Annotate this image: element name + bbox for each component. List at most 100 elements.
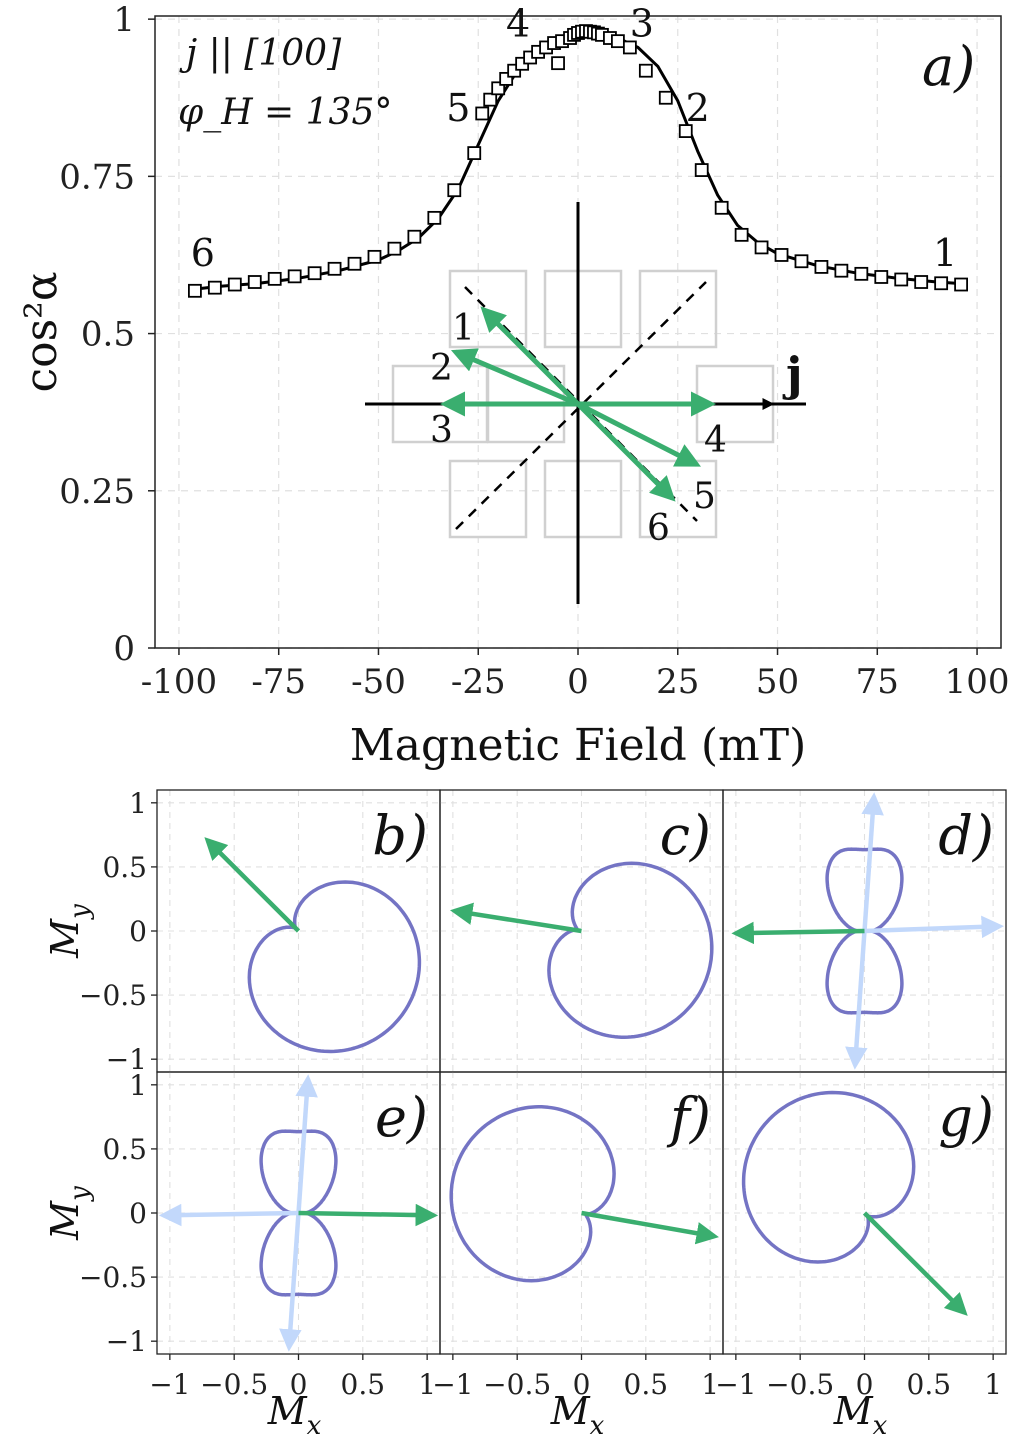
inset-field-arrow-5 xyxy=(576,401,701,467)
panel-b-ytick-label: 0.5 xyxy=(102,851,147,884)
panel-label-d: d) xyxy=(938,804,994,867)
panel-label-a: a) xyxy=(922,35,975,98)
panel-f-xlabel: Mx xyxy=(550,1389,605,1441)
field-arrow-e xyxy=(298,1203,439,1227)
easy-axis-arrow-d-1 xyxy=(861,792,884,932)
panel-label-e: e) xyxy=(375,1086,428,1149)
curve-point-label-2: 2 xyxy=(686,86,710,130)
a-xtick-label: -50 xyxy=(351,662,406,702)
easy-axis-arrow-e-2 xyxy=(279,1212,302,1352)
data-point-marker xyxy=(387,241,402,256)
panel-g-xlabel: Mx xyxy=(833,1389,888,1441)
data-point-marker xyxy=(834,263,849,278)
field-arrow-c xyxy=(450,902,582,934)
inset-arrow-label-1: 1 xyxy=(452,308,475,349)
panel-g: g) −1 −0.5 0 0.5 1 Mx xyxy=(715,1071,1007,1441)
inset-schematic: j 1 2 3 4 5 6 xyxy=(365,202,806,604)
magnetization-locus-b xyxy=(247,880,422,1054)
panel-e-ytick-label: 1 xyxy=(129,1069,147,1102)
panel-b-ytick-label: −0.5 xyxy=(79,979,147,1012)
data-point-marker xyxy=(467,146,482,160)
data-point-marker xyxy=(347,256,362,271)
panel-a: j 1 2 3 4 5 6 -100 -75 -50 -25 0 25 50 75 10000.… xyxy=(16,0,1010,771)
panel-f-xtick-label: 0 xyxy=(573,1368,591,1401)
inset-arrow-label-2: 2 xyxy=(430,348,453,389)
panel-e-xtick-label: −0.5 xyxy=(200,1368,268,1401)
data-point-marker xyxy=(794,254,809,269)
panel-e: e) −1 −0.5 0 0.5 1 −1 −0.5 0 0.5 1 My Mx xyxy=(43,1069,441,1441)
panel-e-xlabel: Mx xyxy=(267,1389,322,1441)
inset-arrows xyxy=(440,306,716,502)
data-point-marker xyxy=(678,124,693,138)
panel-c: c) xyxy=(439,789,724,1073)
data-point-marker xyxy=(447,183,462,198)
panel-label-b: b) xyxy=(372,804,428,867)
annotation-field-angle: φ_H = 135° xyxy=(178,92,392,133)
panel-b-ytick-label: −1 xyxy=(106,1043,147,1076)
data-point-marker xyxy=(207,280,222,295)
inset-box xyxy=(448,459,528,539)
data-point-marker xyxy=(638,63,653,78)
panel-d: d) xyxy=(722,789,1007,1073)
field-arrow-d xyxy=(731,921,865,945)
data-point-marker xyxy=(774,248,789,262)
field-arrow-b xyxy=(204,837,301,933)
inset-box xyxy=(543,269,623,349)
panel-f: f) −1 −0.5 0 0.5 1 Mx xyxy=(432,1071,724,1441)
magnetization-locus-g xyxy=(741,1090,916,1264)
data-point-marker xyxy=(934,276,949,291)
panel-g-xtick-label: 0 xyxy=(856,1368,874,1401)
a-xtick-label: 25 xyxy=(656,662,699,702)
curve-point-label-3: 3 xyxy=(630,1,654,45)
a-point-labels: 1 23 45 6 xyxy=(191,1,957,275)
easy-axis-arrow-e-3 xyxy=(158,1203,299,1227)
a-ytick-label: 0.75 xyxy=(59,157,135,197)
current-label: j xyxy=(782,347,803,401)
inset-arrow-label-4: 4 xyxy=(704,420,727,461)
easy-axis-arrow-d-2 xyxy=(845,930,868,1070)
field-arrow-f xyxy=(581,1210,719,1245)
easy-axis-arrow-d-3 xyxy=(864,915,1004,939)
data-point-marker xyxy=(874,270,889,284)
a-xtick-label: -100 xyxy=(141,662,217,702)
panel-f-xtick-label: 1 xyxy=(701,1368,719,1401)
panel-f-xtick-label: −1 xyxy=(432,1368,473,1401)
inset-arrow-labels: 1 2 3 4 5 6 xyxy=(430,308,727,549)
a-ylabel: cos²α xyxy=(16,271,67,392)
inset-arrow-label-5: 5 xyxy=(693,476,716,517)
curve-point-label-6: 6 xyxy=(191,231,215,275)
data-point-marker xyxy=(227,277,242,292)
a-xtick-label: 75 xyxy=(856,662,899,702)
data-point-marker xyxy=(287,269,302,284)
panel-f-xtick-label: 0.5 xyxy=(624,1368,669,1401)
panel-e-ytick-label: 0.5 xyxy=(102,1133,147,1166)
data-point-marker xyxy=(267,271,282,286)
panel-g-xtick-label: 1 xyxy=(984,1368,1002,1401)
panel-e-xtick-label: 1 xyxy=(418,1368,436,1401)
data-point-marker xyxy=(694,163,709,177)
panel-b: b) −1 −0.5 0 0.5 1 My xyxy=(43,787,441,1076)
data-point-marker xyxy=(754,240,769,255)
inset-box xyxy=(638,269,718,349)
a-xtick-label: 50 xyxy=(756,662,799,702)
panel-e-ytick-label: −0.5 xyxy=(79,1261,147,1294)
panel-e-ytick-label: −1 xyxy=(106,1325,147,1358)
data-point-marker xyxy=(714,200,729,215)
panel-e-ytick-label: 0 xyxy=(129,1197,147,1230)
panel-e-xtick-label: 0 xyxy=(290,1368,308,1401)
data-point-marker xyxy=(954,277,968,292)
data-point-marker xyxy=(367,249,382,264)
a-xlabel: Magnetic Field (mT) xyxy=(350,720,806,771)
inset-diagonal-dashed xyxy=(455,281,707,530)
data-point-marker xyxy=(622,40,637,55)
panel-label-c: c) xyxy=(660,804,711,867)
panel-e-xtick-label: −1 xyxy=(149,1368,190,1401)
inset-field-arrow-1 xyxy=(480,306,580,406)
panel-e-xtick-label: 0.5 xyxy=(341,1368,386,1401)
data-point-marker xyxy=(407,229,422,244)
panel-e-ylabel: My xyxy=(43,1186,95,1241)
field-arrow-g xyxy=(862,1211,968,1316)
a-xtick-label: -25 xyxy=(451,662,506,702)
a-ytick-label: 0.25 xyxy=(59,472,135,512)
